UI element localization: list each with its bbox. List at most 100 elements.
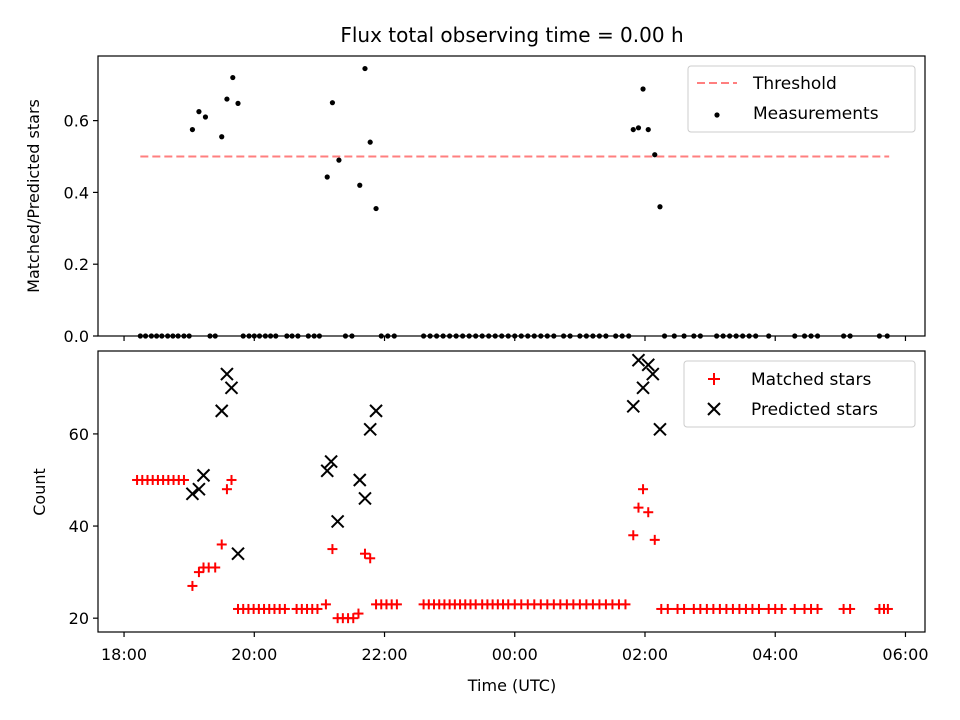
matched-star-point	[662, 603, 673, 614]
top-ticks	[93, 120, 907, 341]
matched-star-point	[187, 580, 198, 591]
predicted-star-point	[224, 381, 239, 395]
matched-star-point	[391, 599, 402, 610]
matched-star-point	[365, 553, 376, 564]
matched-star-point	[812, 603, 823, 614]
predicted-star-point	[353, 473, 367, 487]
matched-star-point	[649, 534, 660, 545]
predicted-star-point	[220, 367, 234, 381]
matched-star-point	[845, 603, 856, 614]
matched-star-point	[638, 484, 649, 495]
legend-predicted-label: Predicted stars	[751, 400, 878, 420]
bottom-x-axis-label: Time (UTC)	[467, 676, 556, 695]
matched-star-point	[320, 599, 331, 610]
bottom-y-axis-label: Count	[30, 468, 49, 516]
measurement-point	[630, 126, 636, 133]
bottom-y-tick-labels: 20 40 60 18:00 20:00 22:00 00:00 02:00 04:00 06:0…	[69, 425, 929, 664]
x-tick-label: 22:00	[361, 645, 407, 664]
measurement-point	[189, 126, 196, 133]
matched-star-point	[221, 484, 232, 495]
x-tick-label: 02:00	[622, 645, 668, 664]
matched-star-point	[776, 603, 787, 614]
measurement-point	[196, 109, 202, 115]
top-y-tick-labels: 0.0 0.2 0.4 0.6	[64, 112, 89, 346]
top-y-tick-label: 0.2	[64, 255, 89, 274]
measurement-point	[373, 205, 379, 212]
matched-star-point	[679, 603, 690, 614]
x-tick-label: 04:00	[752, 645, 798, 664]
bottom-legend: Matched stars Predicted stars	[683, 360, 916, 428]
x-tick-label: 06:00	[882, 645, 928, 664]
matched-star-point	[633, 502, 644, 513]
matched-star-point	[193, 567, 204, 578]
predicted-star-point	[330, 514, 345, 529]
matched-star-point	[753, 603, 764, 614]
bottom-y-tick-label: 40	[69, 517, 89, 536]
measurement-point	[657, 204, 663, 210]
bottom-data-points	[132, 353, 893, 624]
predicted-star-point	[358, 491, 372, 506]
matched-star-point	[312, 603, 323, 614]
predicted-star-point	[646, 367, 660, 381]
bottom-y-tick-label: 20	[69, 609, 89, 628]
predicted-star-point	[215, 404, 229, 418]
top-plot-frame	[97, 55, 926, 337]
measurement-point	[336, 157, 342, 163]
top-legend-box	[687, 65, 916, 133]
measurement-point	[329, 100, 336, 106]
predicted-star-point	[196, 468, 211, 483]
matched-star-point	[178, 474, 189, 485]
matched-star-point	[353, 608, 364, 619]
measurement-point	[324, 174, 330, 180]
matched-star-point	[882, 603, 893, 614]
measurement-point	[235, 100, 241, 106]
legend-predicted-swatch	[707, 402, 721, 416]
top-y-tick-label: 0.0	[64, 327, 89, 346]
matched-star-point	[628, 530, 639, 541]
x-tick-label: 20:00	[231, 645, 277, 664]
predicted-star-point	[324, 454, 338, 469]
top-y-tick-label: 0.6	[64, 112, 89, 131]
top-y-tick-label: 0.4	[64, 183, 89, 202]
bottom-y-tick-label: 60	[69, 425, 89, 444]
measurement-point	[224, 96, 230, 102]
x-tick-label: 18:00	[101, 645, 147, 664]
matched-star-point	[279, 603, 290, 614]
legend-measurements-label: Measurements	[753, 104, 879, 124]
legend-matched-swatch	[708, 373, 720, 385]
bottom-ticks	[93, 433, 907, 637]
measurement-point	[357, 182, 363, 188]
matched-star-point	[210, 562, 221, 573]
measurement-point	[230, 74, 236, 81]
predicted-star-point	[369, 404, 383, 418]
legend-measurements-swatch	[714, 112, 720, 118]
predicted-star-point	[185, 487, 200, 501]
predicted-star-point	[653, 422, 667, 437]
top-chart-title: Flux total observing time = 0.00 h	[340, 23, 683, 47]
predicted-star-point	[363, 422, 377, 437]
top-y-axis-label: Matched/Predicted stars	[24, 99, 43, 293]
predicted-star-point	[231, 546, 245, 561]
top-legend: Threshold Measurements	[687, 65, 916, 133]
matched-star-point	[348, 613, 359, 624]
x-tick-label: 00:00	[492, 645, 538, 664]
measurement-point	[640, 86, 646, 92]
predicted-star-point	[626, 399, 640, 413]
matched-star-point	[216, 539, 227, 550]
measurement-point	[367, 139, 373, 145]
bottom-legend-box	[683, 360, 916, 428]
bottom-plot-frame	[97, 350, 926, 633]
measurement-point	[652, 152, 658, 158]
matched-star-point	[226, 474, 237, 485]
measurement-point	[202, 114, 209, 120]
predicted-star-point	[192, 482, 206, 496]
measurement-point	[219, 134, 225, 140]
predicted-star-point	[641, 358, 655, 372]
matched-star-point	[789, 603, 800, 614]
matched-star-point	[620, 599, 631, 610]
matched-star-point	[643, 507, 654, 518]
predicted-star-point	[631, 353, 646, 367]
matched-star-point	[327, 544, 338, 555]
measurement-point	[362, 65, 368, 72]
